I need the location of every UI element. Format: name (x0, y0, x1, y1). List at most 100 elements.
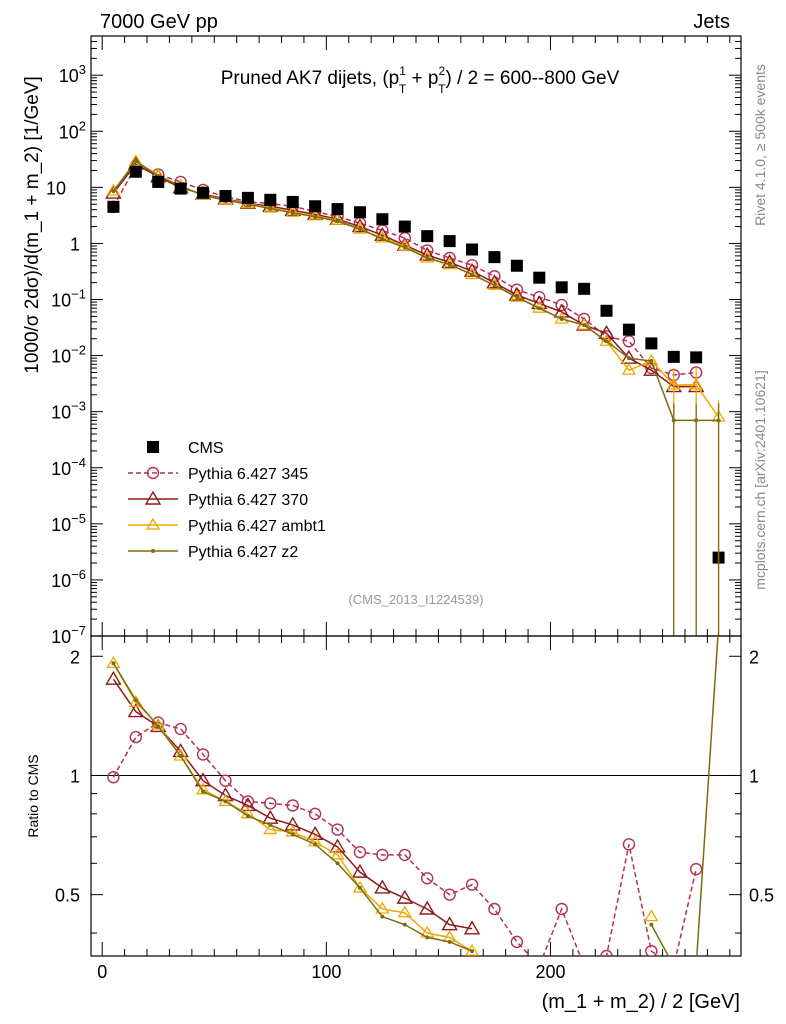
main-point (555, 281, 568, 294)
ratio-series (105, 636, 719, 956)
main-point (425, 255, 430, 260)
ratio-axis-ticks: 2 2 1 1 0.5 0.5 (55, 647, 774, 934)
ratio-tick-label: 0.5 (55, 886, 80, 906)
ratio-point (194, 772, 212, 787)
ratio-point (151, 717, 166, 730)
y-tick-label: 10−7 (51, 623, 86, 647)
ratio-point (622, 838, 636, 851)
ratio-point (463, 920, 481, 935)
main-point (421, 230, 434, 243)
ratio-point (308, 807, 322, 821)
energy-label: 7000 GeV pp (100, 11, 218, 33)
main-point (621, 362, 637, 375)
ratio-point (313, 842, 318, 847)
x-tick-label: 100 (311, 962, 341, 982)
ratio-point (290, 832, 295, 837)
legend-item: Pythia 6.427 345 (128, 466, 308, 483)
ratio-point (470, 949, 475, 954)
main-point (152, 175, 165, 188)
main-point (380, 236, 385, 241)
ratio-point (644, 909, 659, 922)
x-tick-label: 200 (535, 962, 565, 982)
ratio-point (352, 880, 368, 893)
ratio-line (650, 636, 719, 956)
main-point (331, 203, 344, 216)
y-tick-label: 10−1 (51, 287, 86, 311)
main-point (106, 183, 121, 196)
x-axis-label: (m_1 + m_2) / 2 [GeV] (542, 991, 740, 1013)
main-point (174, 182, 187, 195)
main-point (537, 306, 542, 311)
ratio-frame (90, 635, 742, 957)
ratio-point (376, 848, 389, 862)
y-tick-label: 10−6 (51, 567, 86, 591)
ratio-line (112, 721, 697, 956)
main-point (599, 334, 614, 346)
legend-item: Pythia 6.427 z2 (128, 544, 298, 561)
main-point (129, 165, 142, 178)
main-point (555, 298, 568, 312)
legend-item: Pythia 6.427 370 (128, 490, 308, 509)
ratio-point (600, 949, 613, 956)
y-tick-label: 10−4 (51, 455, 86, 479)
y-tick-label: 103 (59, 62, 86, 86)
ratio-point (649, 922, 654, 927)
ratio-point (262, 809, 279, 824)
legend-item: Pythia 6.427 ambt1 (128, 517, 326, 535)
ratio-point (555, 902, 568, 916)
main-point (441, 253, 458, 269)
ratio-point (510, 935, 524, 949)
ratio-point (201, 789, 206, 794)
process-label: Jets (693, 11, 730, 33)
ratio-point (264, 797, 277, 810)
ratio-point (107, 770, 120, 784)
ratio-line (112, 662, 473, 952)
main-point (263, 200, 278, 213)
main-series (105, 154, 726, 636)
ratio-tick-label-right: 0.5 (749, 886, 774, 906)
ratio-series-pythia-6-427-345 (107, 716, 703, 956)
ratio-tick-label: 2 (70, 647, 80, 667)
ratio-point (329, 838, 346, 853)
y-tick-label: 10−3 (51, 399, 86, 423)
ratio-point (263, 822, 278, 835)
mcplots-label: mcplots.cern.ch [arXiv:2401.10621] (752, 370, 768, 589)
ratio-point (284, 816, 301, 831)
ratio-point (465, 878, 479, 891)
ratio-point (351, 863, 369, 878)
main-point (622, 323, 635, 336)
main-point (307, 208, 323, 221)
legend-marker (146, 466, 160, 480)
ratio-point (443, 888, 456, 901)
ratio-tick-label-right: 1 (749, 766, 759, 786)
ratio-point (441, 916, 458, 931)
ratio-point (111, 661, 116, 666)
ratio-point (219, 774, 232, 787)
ratio-point (174, 722, 187, 736)
main-point (128, 154, 143, 167)
analysis-watermark: (CMS_2013_I1224539) (348, 592, 483, 607)
main-point (398, 220, 411, 233)
ratio-point (357, 885, 362, 890)
main-point (107, 200, 120, 213)
main-panel: Pruned AK7 dijets, (p1 T + p2 T) / 2 = 600… (46, 35, 742, 647)
ratio-point (396, 889, 414, 904)
ratio-point (133, 698, 138, 703)
main-point (286, 195, 299, 208)
main-point (219, 190, 232, 203)
ratio-point (447, 939, 452, 944)
ratio-series-pythia-6-427-ambt1 (106, 656, 659, 956)
ratio-point (195, 782, 211, 795)
y-tick-label: 10−2 (51, 343, 86, 367)
main-point (508, 286, 526, 301)
ratio-point (421, 872, 434, 885)
ratio-point (425, 935, 430, 940)
legend-label: Pythia 6.427 345 (188, 466, 308, 483)
ratio-point (286, 799, 299, 812)
main-point (486, 274, 503, 289)
main-point (553, 303, 570, 318)
ratio-point (127, 703, 145, 718)
legend-marker (145, 517, 161, 530)
